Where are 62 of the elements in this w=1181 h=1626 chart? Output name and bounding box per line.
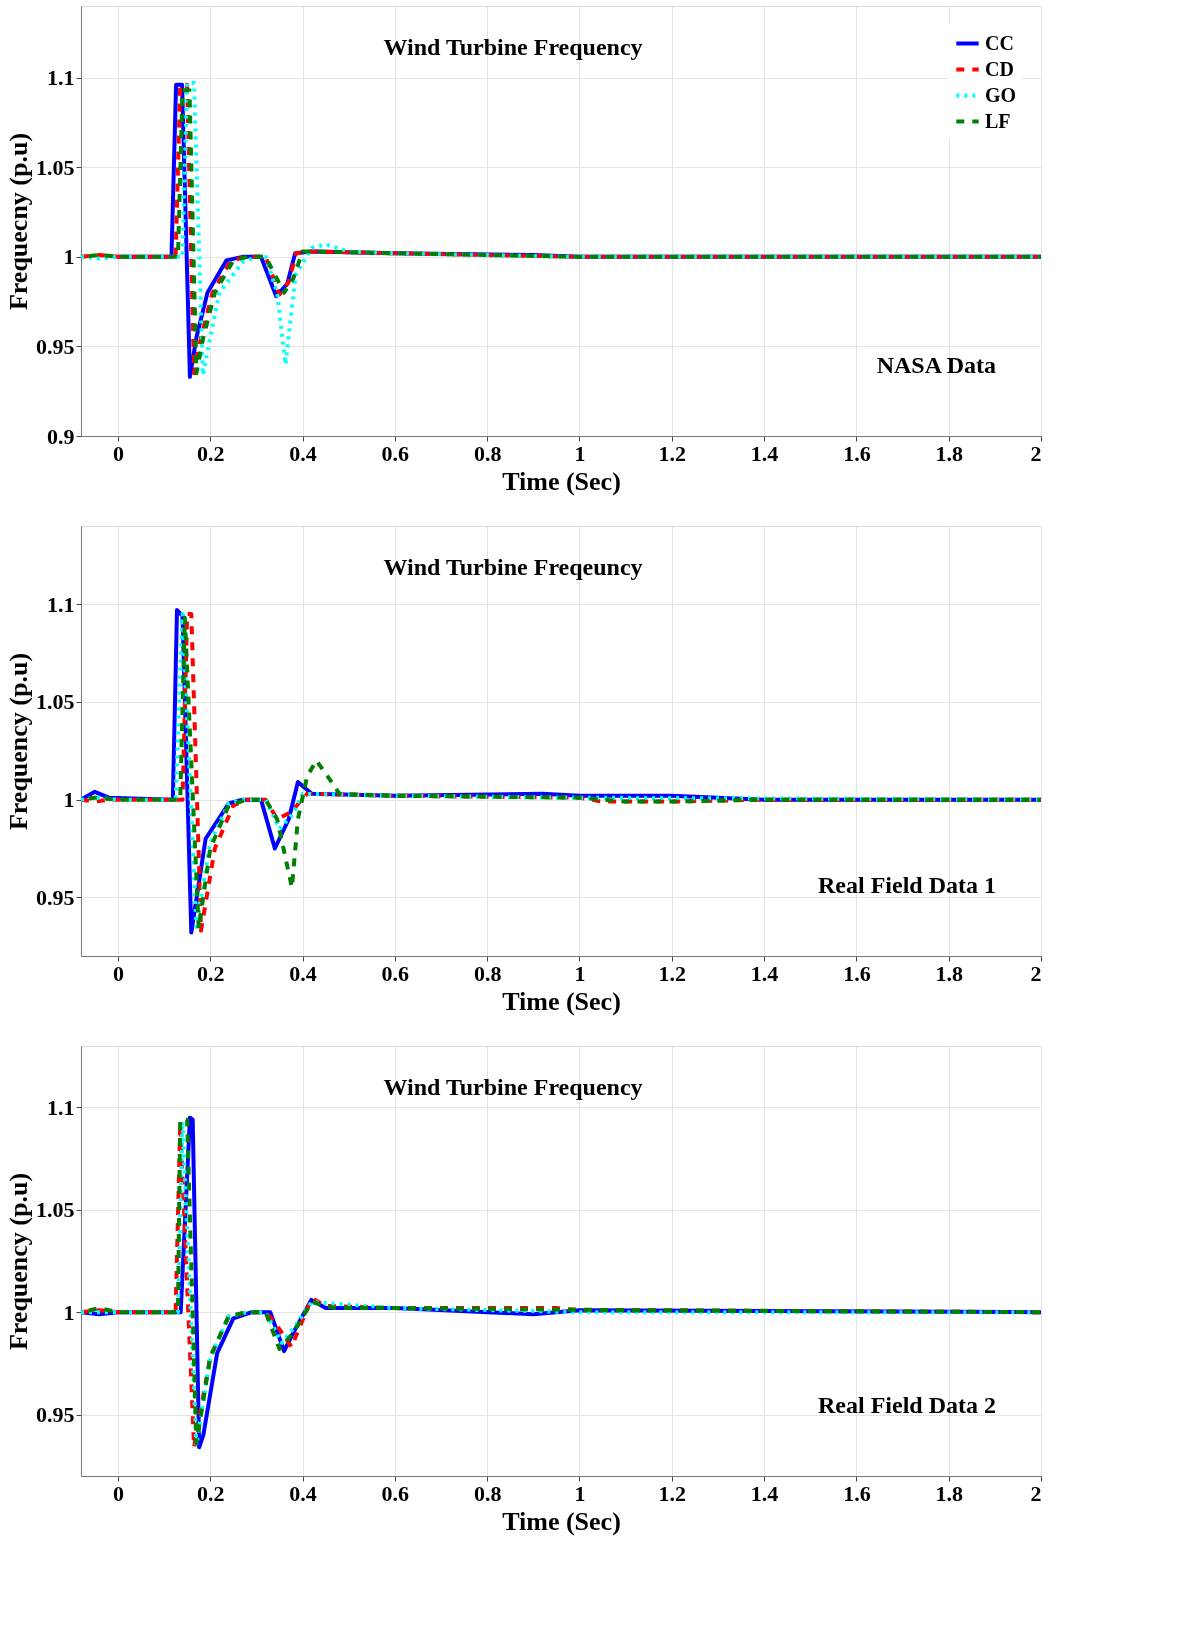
- legend-label: GO: [985, 83, 1017, 106]
- x-tick-label: 0.8: [473, 960, 502, 986]
- x-tick-label: 0.2: [196, 440, 225, 466]
- x-tick-label: 1.6: [843, 960, 871, 986]
- x-tick-label: 0.4: [289, 1480, 317, 1506]
- y-axis-title: Frequecny (p.u): [4, 132, 33, 311]
- x-tick-label: 0.6: [381, 440, 410, 466]
- x-axis-title: Time (Sec): [502, 1506, 621, 1536]
- y-tick-label: 1: [63, 787, 75, 813]
- x-tick-label: 1.2: [658, 1480, 687, 1506]
- annotation: NASA Data: [876, 352, 996, 378]
- x-tick-label: 1: [574, 440, 586, 466]
- x-tick-label: 1: [574, 1480, 586, 1506]
- x-tick-label: 1.8: [935, 440, 963, 466]
- x-tick-label: 1.6: [843, 440, 871, 466]
- y-tick-label: 1.05: [36, 154, 75, 180]
- x-tick-label: 0.2: [196, 1480, 225, 1506]
- text: Wind Turbine Frequency: [383, 1074, 643, 1100]
- legend-label: CC: [985, 31, 1014, 54]
- y-tick-label: 0.95: [36, 1402, 75, 1428]
- legend-label: CD: [985, 57, 1014, 80]
- x-tick-label: 2: [1030, 1480, 1042, 1506]
- x-tick-label: 0: [112, 960, 124, 986]
- x-axis-title: Time (Sec): [502, 466, 621, 496]
- x-tick-label: 1: [574, 960, 586, 986]
- y-tick-label: 0.95: [36, 884, 75, 910]
- x-tick-label: 1.4: [750, 1480, 779, 1506]
- legend-label: LF: [985, 109, 1011, 132]
- x-tick-label: 1.4: [750, 440, 779, 466]
- x-tick-label: 0.8: [473, 1480, 502, 1506]
- x-tick-label: 1.8: [935, 1480, 963, 1506]
- x-tick-label: 0.8: [473, 440, 502, 466]
- y-tick-label: 1.1: [47, 1094, 75, 1120]
- y-tick-label: 0.9: [47, 423, 75, 449]
- x-tick-label: 0.6: [381, 1480, 410, 1506]
- y-tick-label: 1.1: [47, 65, 75, 91]
- y-axis-title: Frequency (p.u): [4, 652, 33, 831]
- y-tick-label: 1.1: [47, 591, 75, 617]
- x-tick-label: 1.8: [935, 960, 963, 986]
- y-tick-label: 1.05: [36, 1197, 75, 1223]
- x-tick-label: 1.2: [658, 440, 687, 466]
- text: Wind Turbine Freqeuncy: [383, 554, 643, 580]
- y-tick-label: 0.95: [36, 333, 75, 359]
- text: Wind Turbine Frequency: [383, 34, 643, 60]
- x-tick-label: 2: [1030, 440, 1042, 466]
- annotation: Real Field Data 2: [818, 1392, 996, 1418]
- x-axis-title: Time (Sec): [502, 986, 621, 1016]
- x-tick-label: 1.6: [843, 1480, 871, 1506]
- y-tick-label: 1.05: [36, 689, 75, 715]
- x-tick-label: 0: [112, 440, 124, 466]
- x-tick-label: 0: [112, 1480, 124, 1506]
- annotation: Real Field Data 1: [818, 872, 996, 898]
- x-tick-label: 1.2: [658, 960, 687, 986]
- x-tick-label: 0.6: [381, 960, 410, 986]
- y-tick-label: 1: [63, 1299, 75, 1325]
- x-tick-label: 0.2: [196, 960, 225, 986]
- x-tick-label: 0.4: [289, 960, 317, 986]
- x-tick-label: 1.4: [750, 960, 779, 986]
- x-tick-label: 0.4: [289, 440, 317, 466]
- x-tick-label: 2: [1030, 960, 1042, 986]
- y-tick-label: 1: [63, 244, 75, 270]
- y-axis-title: Frequency (p.u): [4, 1172, 33, 1351]
